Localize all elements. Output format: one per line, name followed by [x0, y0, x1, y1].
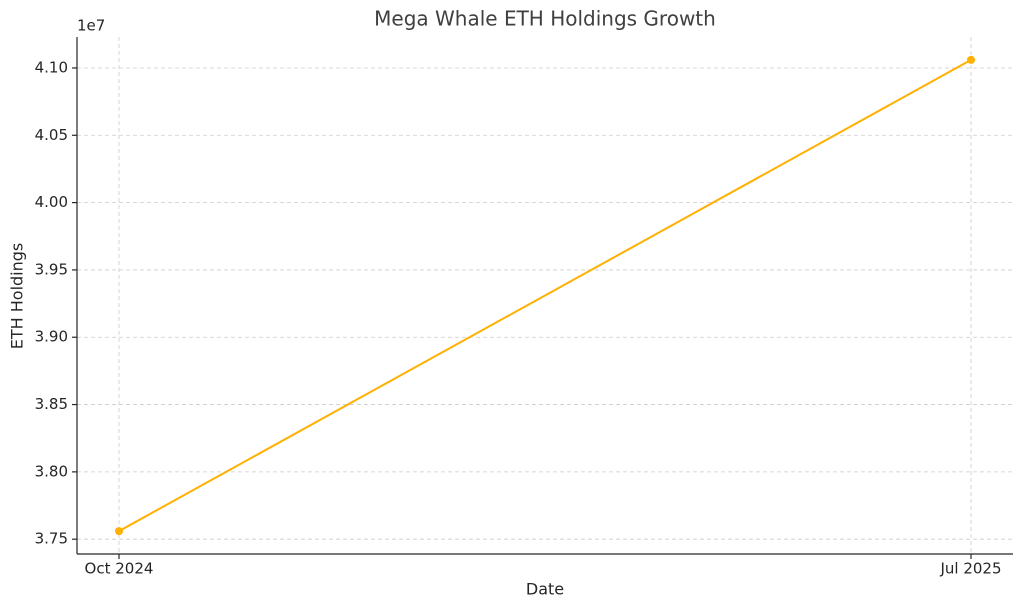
- x-tick-label: Oct 2024: [85, 560, 154, 578]
- y-tick-label: 3.80: [35, 462, 68, 480]
- y-tick-label: 4.05: [35, 126, 68, 144]
- point: [967, 55, 975, 64]
- y-tick-label: 3.95: [35, 260, 68, 278]
- y-tick-label: 3.75: [35, 530, 68, 548]
- y-axis-label: ETH Holdings: [8, 243, 27, 350]
- y-tick-label: 4.10: [35, 58, 68, 76]
- chart-title: Mega Whale ETH Holdings Growth: [374, 7, 716, 31]
- line: [118, 59, 972, 532]
- y-tick-label: 4.00: [35, 193, 68, 211]
- x-tick-label: Jul 2025: [939, 560, 1001, 578]
- y-tick-label: 3.90: [35, 328, 68, 346]
- point: [115, 527, 123, 536]
- x-axis-label: Date: [526, 580, 564, 599]
- y-tick-label: 3.85: [35, 395, 68, 413]
- y-offset-label: 1e7: [77, 17, 105, 35]
